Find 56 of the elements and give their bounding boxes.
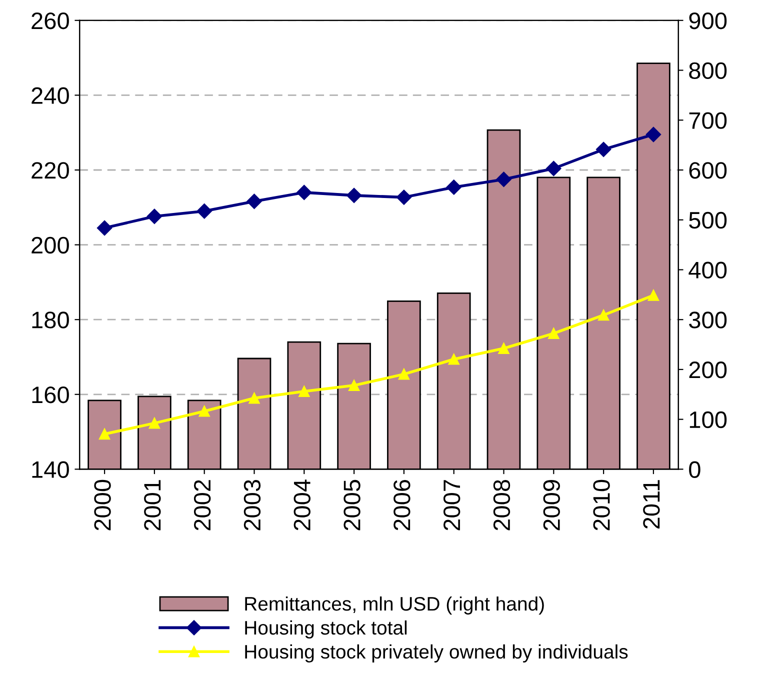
point xyxy=(646,126,662,142)
legend-label: Housing stock privately owned by individuals xyxy=(245,644,628,662)
y2-tick-label: 900 xyxy=(689,12,727,30)
y2-tick-label: 800 xyxy=(689,62,727,80)
y-tick-label: 220 xyxy=(32,162,69,179)
y2-tick-label: 0 xyxy=(689,461,700,478)
point xyxy=(198,406,210,417)
y-tick-label: 160 xyxy=(32,386,69,404)
x-tick-label: 2007 xyxy=(443,480,460,530)
x-tick-label: 2000 xyxy=(94,480,111,530)
y-tick-label: 260 xyxy=(32,12,69,30)
point xyxy=(398,368,410,380)
point xyxy=(346,188,362,203)
point xyxy=(296,184,312,200)
x-tick-label: 2008 xyxy=(493,480,510,530)
y-tick-label: 180 xyxy=(32,312,69,328)
point xyxy=(146,208,162,224)
x-tick-label: 2010 xyxy=(593,480,610,530)
point xyxy=(98,428,110,440)
point xyxy=(598,310,610,321)
point xyxy=(348,380,360,391)
x-tick-label: 2001 xyxy=(144,480,161,530)
point xyxy=(548,328,560,339)
x-tick-label: 2002 xyxy=(194,480,211,530)
y2-tick-label: 600 xyxy=(689,162,727,179)
x-tick-label: 2004 xyxy=(294,480,310,530)
point xyxy=(498,342,510,354)
point xyxy=(148,418,160,429)
y2-tick-label: 700 xyxy=(689,112,727,129)
y2-tick-label: 300 xyxy=(689,312,727,328)
x-tick-label: 2006 xyxy=(394,480,410,530)
x-tick-label: 2003 xyxy=(244,480,261,530)
point xyxy=(248,392,260,404)
y-tick-label: 240 xyxy=(32,87,69,104)
y2-tick-label: 200 xyxy=(689,362,727,378)
point xyxy=(96,220,112,236)
point xyxy=(298,386,310,397)
y-tick-label: 200 xyxy=(32,236,69,254)
point xyxy=(648,290,660,301)
y2-tick-label: 400 xyxy=(688,262,727,279)
point xyxy=(448,354,460,365)
point xyxy=(196,204,212,219)
point xyxy=(396,190,412,205)
point xyxy=(546,160,562,176)
y2-tick-label: 100 xyxy=(690,411,727,428)
point xyxy=(446,180,462,195)
y2-tick-label: 500 xyxy=(689,212,727,229)
point xyxy=(496,172,512,187)
point xyxy=(246,194,262,209)
point xyxy=(596,142,612,157)
legend-label: Housing stock total xyxy=(245,620,407,639)
x-tick-label: 2011 xyxy=(643,480,660,529)
x-tick-label: 2009 xyxy=(543,480,560,530)
legend-label: Remittances, mln USD (right hand) xyxy=(245,596,544,615)
x-tick-label: 2005 xyxy=(344,480,360,530)
y-tick-label: 140 xyxy=(32,461,69,478)
